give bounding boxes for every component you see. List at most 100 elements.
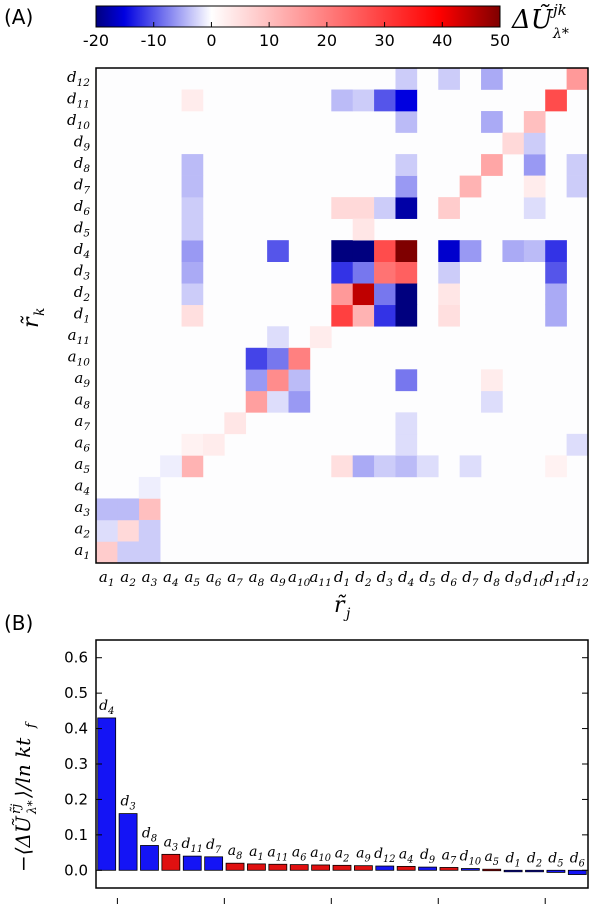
heatmap-cell (224, 412, 247, 435)
heatmap-x-tick-label: a3 (142, 568, 158, 589)
heatmap-cell (245, 390, 268, 413)
bar-label: a3 (164, 834, 179, 853)
heatmap-cell (374, 89, 396, 112)
colorbar: -20 -10 0 10 20 30 40 50 ΔŨ jk λ* (83, 1, 569, 50)
heatmap-cell (459, 240, 482, 262)
heatmap-cell (438, 283, 460, 306)
heatmap-cell (566, 154, 589, 176)
bar-label: d8 (142, 825, 157, 844)
heatmap-x-tick-label: a10 (288, 568, 311, 589)
bar-label: a8 (228, 843, 243, 862)
bar-y-tick-label: 0.3 (64, 755, 88, 773)
heatmap-y-tick-label: a10 (68, 348, 91, 369)
heatmap-cell (309, 326, 332, 349)
heatmap-cell (181, 455, 204, 478)
bar (418, 866, 437, 871)
colorbar-tick-label: 40 (432, 31, 452, 50)
heatmap-x-tick-label: a4 (163, 568, 179, 589)
heatmap-cell (96, 541, 118, 564)
bar-chart-bars (97, 717, 587, 875)
heatmap-y-tick-labels: a1a2a3a4a5a6a7a8a9a10a11d1d2d3d4d5d6d7d8… (67, 68, 90, 562)
bar-label: a9 (356, 846, 371, 865)
heatmap-cell (395, 283, 418, 306)
heatmap-y-tick-label: d4 (74, 240, 90, 261)
heatmap-y-tick-label: d8 (74, 154, 91, 175)
heatmap-y-tick-label: d6 (74, 197, 91, 218)
heatmap-x-tick-label: a11 (309, 568, 331, 589)
heatmap-cell (352, 455, 375, 478)
heatmap-cell (160, 455, 182, 478)
heatmap-cell (374, 455, 396, 478)
bar (503, 869, 523, 873)
heatmap-cell (438, 261, 460, 284)
heatmap-cell (181, 283, 204, 306)
bar (311, 864, 330, 871)
heatmap-y-tick-label: d7 (74, 175, 91, 196)
colorbar-label-sup: jk (550, 1, 567, 19)
heatmap-cell (459, 175, 482, 198)
heatmap-cell (267, 347, 289, 370)
bar (396, 865, 416, 871)
heatmap-cell (416, 455, 439, 478)
heatmap-y-tick-label: d2 (74, 283, 91, 304)
bar-label: d7 (206, 837, 222, 856)
bar (118, 813, 138, 871)
heatmap-cell (523, 111, 546, 133)
heatmap-cell (117, 519, 140, 542)
heatmap-x-tick-label: d9 (505, 568, 522, 589)
svg-text:f: f (24, 721, 39, 729)
heatmap-cell (374, 240, 396, 262)
heatmap-cell (395, 433, 418, 456)
bar-y-tick-label: 0.6 (64, 649, 88, 667)
bar-label: a6 (292, 845, 307, 864)
heatmap-plot: a1 a2 a3 a4 a5 a6 a7 a8 a9 a10 a11 d1 d2 d3 d4 d5 d6 d7 d8… (19, 67, 589, 622)
heatmap-cell (288, 369, 311, 392)
heatmap-cell (438, 240, 460, 262)
colorbar-tick-label: 0 (206, 31, 216, 50)
colorbar-tick-label: -20 (83, 31, 109, 50)
bar (439, 867, 459, 871)
heatmap-cell (352, 240, 375, 262)
heatmap-cell (181, 218, 204, 241)
heatmap-y-tick-label: d12 (67, 68, 90, 89)
bar-label: a4 (399, 846, 414, 865)
heatmap-x-tick-label: d3 (377, 568, 394, 589)
heatmap-cell (374, 304, 396, 327)
heatmap-cell (395, 240, 418, 262)
heatmap-y-tick-label: a9 (74, 369, 90, 390)
heatmap-cell (331, 261, 353, 284)
panel-a-label: (A) (4, 5, 33, 29)
heatmap-y-tick-label: a8 (74, 391, 90, 412)
bar-label: a5 (484, 849, 499, 868)
heatmap-cell (395, 111, 418, 133)
heatmap-cell (438, 304, 460, 327)
svg-text:λ*: λ* (25, 800, 39, 815)
svg-text:j: j (343, 606, 351, 622)
bar (289, 864, 309, 871)
heatmap-cell (545, 304, 567, 327)
heatmap-cell (481, 111, 503, 133)
bar-label: a1 (249, 844, 264, 863)
heatmap-y-axis-label: r̃ k (19, 308, 48, 328)
heatmap-x-tick-label: d5 (419, 568, 436, 589)
heatmap-cell (117, 541, 140, 564)
heatmap-cell (331, 89, 353, 112)
colorbar-tick-label: -10 (141, 31, 167, 50)
heatmap-cell (181, 433, 204, 456)
colorbar-tick-label: 50 (490, 31, 510, 50)
heatmap-y-tick-label: d10 (67, 111, 90, 132)
heatmap-x-tick-labels: a1 a2 a3 a4 a5 a6 a7 a8 a9 a10 a11 d1 d2 d3 d4 d5 d6 d7 d8… (99, 568, 589, 589)
heatmap-cell (374, 261, 396, 284)
bar (161, 853, 181, 871)
heatmap-y-tick-label: a3 (74, 498, 90, 519)
colorbar-ticks: -20 -10 0 10 20 30 40 50 (83, 22, 510, 50)
heatmap-x-tick-label: a7 (227, 568, 243, 589)
heatmap-x-axis-label: r̃ j (334, 593, 351, 622)
bar (204, 856, 224, 871)
heatmap-cell (267, 390, 289, 413)
heatmap-cell (181, 261, 204, 284)
bar (268, 863, 288, 871)
heatmap-cell (502, 240, 525, 262)
heatmap-cell (331, 283, 353, 306)
heatmap-x-tick-label: a9 (270, 568, 286, 589)
